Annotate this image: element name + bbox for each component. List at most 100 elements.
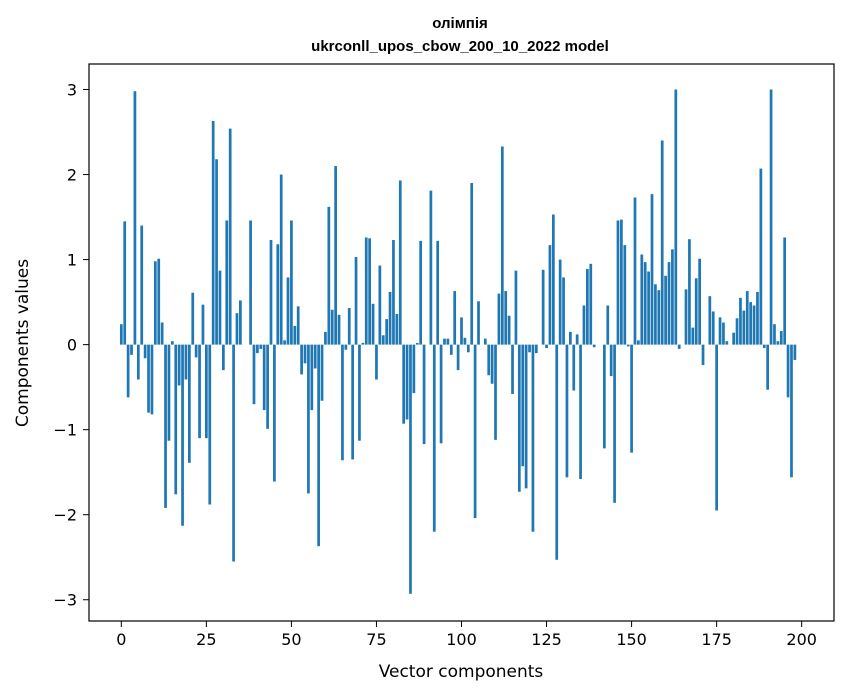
bar-component-192 xyxy=(773,324,776,345)
bar-component-146 xyxy=(616,220,620,345)
bar-component-87 xyxy=(415,342,419,345)
y-tick-label: 3 xyxy=(67,81,77,100)
bar-component-161 xyxy=(667,262,671,345)
bar-component-105 xyxy=(477,301,480,345)
bar-component-119 xyxy=(524,344,528,489)
bar-component-195 xyxy=(783,237,787,345)
bar-component-12 xyxy=(160,322,164,345)
bar-component-62 xyxy=(330,309,334,345)
bar-component-9 xyxy=(150,344,154,415)
x-tick-label: 125 xyxy=(531,630,562,649)
bar-component-113 xyxy=(504,291,508,345)
bar-component-32 xyxy=(228,128,232,345)
bar-component-91 xyxy=(429,190,433,345)
bar-component-137 xyxy=(586,268,589,345)
bar-component-130 xyxy=(562,277,565,345)
bar-component-88 xyxy=(419,240,423,345)
bar-component-85 xyxy=(409,344,412,594)
bar-component-185 xyxy=(749,302,753,345)
bar-component-100 xyxy=(460,317,463,345)
bar-component-13 xyxy=(164,344,167,508)
bar-component-176 xyxy=(718,317,722,345)
bar-component-157 xyxy=(654,284,657,345)
bar-component-49 xyxy=(286,277,290,345)
bar-component-31 xyxy=(225,220,229,345)
bar-component-75 xyxy=(375,344,378,380)
chart-title-line-2: ukrconll_upos_cbow_200_10_2022 model xyxy=(311,38,609,55)
bar-component-25 xyxy=(205,344,208,439)
y-tick-label: −2 xyxy=(53,506,77,525)
x-tick-label: 0 xyxy=(116,630,126,649)
bar-component-34 xyxy=(235,313,239,345)
bar-component-82 xyxy=(398,180,402,345)
bar-component-167 xyxy=(688,239,691,345)
x-tick-label: 25 xyxy=(196,630,216,649)
bar-component-127 xyxy=(551,214,555,345)
bar-component-180 xyxy=(732,332,736,345)
bar-component-69 xyxy=(354,257,358,345)
bar-component-112 xyxy=(500,146,504,345)
bar-component-155 xyxy=(647,271,650,345)
bar-component-86 xyxy=(412,344,416,394)
bar-component-68 xyxy=(351,344,354,460)
bar-component-83 xyxy=(402,344,406,424)
bar-component-72 xyxy=(364,237,368,345)
x-tick-label: 150 xyxy=(616,630,647,649)
bar-component-160 xyxy=(664,275,667,345)
bar-component-46 xyxy=(276,244,280,345)
bar-component-58 xyxy=(317,344,320,547)
x-tick-label: 175 xyxy=(701,630,732,649)
bar-component-71 xyxy=(361,342,365,345)
bar-component-121 xyxy=(531,344,535,532)
bar-component-132 xyxy=(569,331,572,345)
bar-component-183 xyxy=(742,310,746,345)
bar-component-194 xyxy=(779,331,783,345)
bar-component-109 xyxy=(490,344,494,384)
bar-component-181 xyxy=(735,318,739,345)
plot-area-frame xyxy=(88,63,835,622)
bar-component-59 xyxy=(320,344,324,401)
bar-component-102 xyxy=(466,344,470,353)
bar-component-153 xyxy=(640,254,644,345)
bar-component-18 xyxy=(181,344,184,526)
bar-component-134 xyxy=(575,334,579,345)
bar-component-163 xyxy=(674,89,678,345)
bar-component-56 xyxy=(310,344,314,411)
bar-component-73 xyxy=(368,238,372,345)
bar-component-14 xyxy=(167,344,171,441)
bar-component-122 xyxy=(534,344,538,354)
bar-component-0 xyxy=(119,324,123,345)
bar-component-166 xyxy=(684,289,688,345)
bar-component-117 xyxy=(517,344,521,492)
bar-component-133 xyxy=(572,344,576,391)
bar-component-27 xyxy=(211,120,215,345)
bar-component-116 xyxy=(514,270,518,345)
bar-component-173 xyxy=(708,296,712,345)
bar-component-174 xyxy=(711,311,715,345)
bar-component-187 xyxy=(756,291,759,345)
bar-component-164 xyxy=(677,344,681,349)
bar-component-115 xyxy=(511,344,514,394)
bar-component-6 xyxy=(140,225,144,345)
bar-component-114 xyxy=(507,315,511,345)
y-axis-ticks: −3 −2 −1 0 1 2 3 xyxy=(53,81,89,610)
bar-component-20 xyxy=(187,344,191,463)
y-tick-label: 2 xyxy=(67,166,77,185)
bar-component-45 xyxy=(273,344,276,482)
bar-component-33 xyxy=(232,344,235,562)
bar-component-77 xyxy=(381,335,385,345)
bar-component-93 xyxy=(436,240,440,345)
bar-component-70 xyxy=(358,344,361,441)
y-tick-label: 1 xyxy=(67,251,77,270)
bar-component-60 xyxy=(324,331,327,345)
y-tick-label: −1 xyxy=(53,421,77,440)
bar-component-148 xyxy=(623,245,627,345)
bar-component-99 xyxy=(456,344,460,371)
bar-component-184 xyxy=(745,291,749,345)
bar-component-84 xyxy=(405,344,409,420)
bar-component-159 xyxy=(660,140,664,345)
x-tick-label: 100 xyxy=(446,630,477,649)
bar-component-17 xyxy=(177,344,181,386)
bar-component-64 xyxy=(337,314,341,345)
x-tick-label: 75 xyxy=(366,630,386,649)
